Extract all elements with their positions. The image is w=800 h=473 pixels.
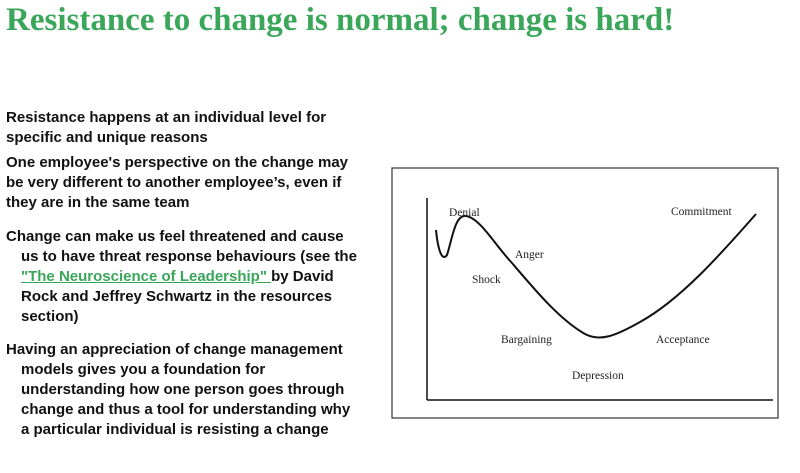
stage-label: Anger [515,249,544,261]
bullet: Change can make us feel threatened and c… [6,227,361,327]
stage-label: Denial [449,207,480,219]
stage-label: Bargaining [501,334,552,346]
slide-title: Resistance to change is normal; change i… [6,2,675,38]
diagram-frame [391,167,779,419]
change-curve [435,213,757,339]
stage-label: Acceptance [656,334,710,346]
bullet: Resistance happens at an individual leve… [6,109,327,146]
stage-label: Shock [472,274,501,286]
bullet-text: Change can make us feel threatened and c… [6,228,357,265]
bullet: Having an appreciation of change managem… [6,341,351,438]
stage-label: Depression [572,370,624,382]
stage-label: Commitment [671,206,733,218]
bullet-text: by David Rock and Jeffrey Schwartz in th… [21,268,334,325]
bullet: One employee's perspective on the change… [6,154,349,211]
resource-link[interactable]: "The Neuroscience of Leadership" [21,268,272,285]
